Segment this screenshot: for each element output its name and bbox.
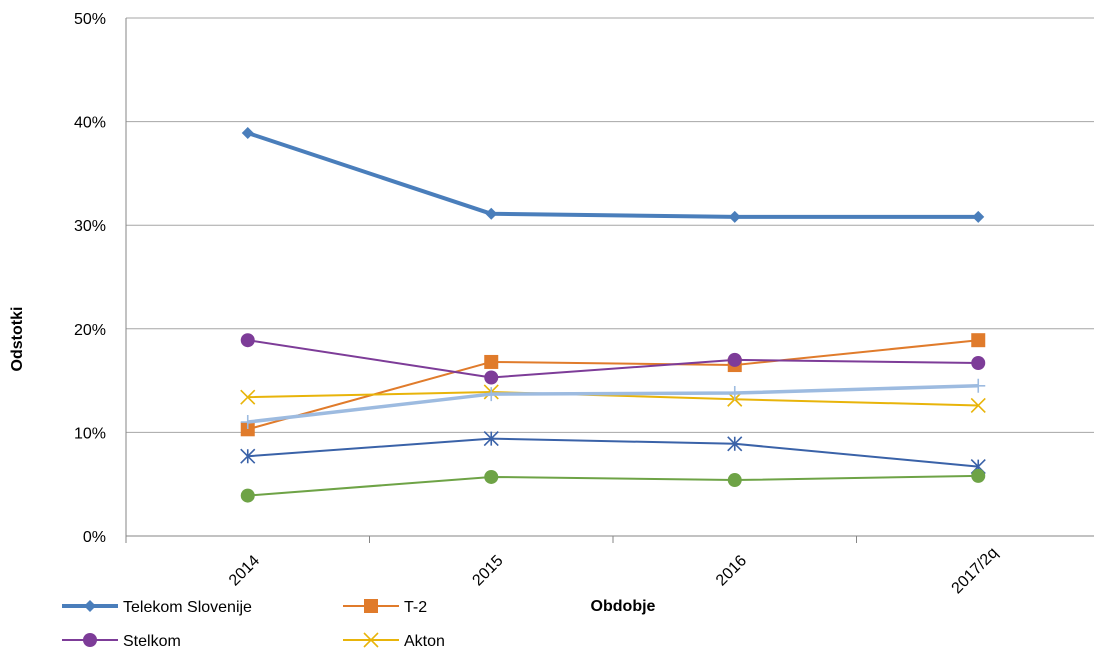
- x-tick-label: 2016: [713, 552, 750, 589]
- legend-label: T-2: [404, 599, 427, 616]
- series-akton: [240, 384, 986, 414]
- y-tick-label: 30%: [74, 218, 106, 235]
- legend-label: Stelkom: [123, 633, 181, 650]
- data-point: [971, 333, 986, 348]
- series-line: [247, 390, 979, 407]
- series-line: [247, 437, 979, 468]
- legend-label: Akton: [404, 633, 445, 650]
- legend-item: T-2: [343, 599, 427, 616]
- series-line: [247, 339, 979, 431]
- data-point: [240, 448, 256, 464]
- legend-item: Akton: [343, 632, 445, 650]
- data-point: [240, 488, 255, 503]
- series-line: [247, 339, 979, 379]
- data-point: [970, 397, 986, 414]
- legend-item: Telekom Slovenije: [62, 599, 252, 616]
- legend-marker: [83, 633, 97, 647]
- legend-marker: [84, 600, 96, 612]
- x-tick-label: 2015: [469, 552, 506, 589]
- data-point: [484, 387, 499, 402]
- data-point: [240, 422, 255, 437]
- legend: Telekom Slovenije T-2 Stelkom Akton: [62, 599, 445, 650]
- data-point: [483, 431, 499, 447]
- data-point: [971, 468, 986, 483]
- series-line: [247, 474, 979, 497]
- axes: 0% 10% 20% 30% 40% 50% 2014 2015 2016 2017/2q: [74, 11, 1094, 597]
- series-unlabeled-5: [240, 431, 986, 475]
- data-point: [727, 386, 742, 401]
- series-stelkom: [240, 333, 986, 385]
- data-point: [241, 126, 254, 139]
- x-tick-label: 2014: [226, 552, 263, 589]
- y-tick-label: 10%: [74, 425, 106, 442]
- data-point: [484, 469, 499, 484]
- series-t-2: [240, 333, 986, 437]
- y-tick-label: 0%: [83, 529, 106, 546]
- data-point: [728, 210, 741, 223]
- data-point: [240, 389, 256, 405]
- data-point: [971, 355, 986, 370]
- series-group: [240, 126, 986, 503]
- series-line: [247, 384, 979, 424]
- series-unlabeled-6: [240, 468, 986, 503]
- legend-label: Telekom Slovenije: [123, 599, 252, 616]
- legend-marker: [363, 632, 379, 648]
- data-point: [240, 415, 255, 430]
- data-point: [727, 473, 742, 488]
- y-axis-title: Odstotki: [9, 307, 26, 372]
- data-point: [972, 210, 985, 223]
- data-point: [971, 378, 986, 393]
- legend-item: Stelkom: [62, 633, 181, 650]
- series-line: [247, 131, 979, 219]
- data-point: [240, 333, 255, 348]
- series-unlabeled-4: [240, 378, 986, 430]
- data-point: [484, 370, 499, 385]
- data-point: [727, 436, 743, 452]
- data-point: [727, 352, 742, 367]
- data-point: [485, 207, 498, 220]
- data-point: [484, 354, 499, 369]
- y-tick-label: 40%: [74, 115, 106, 132]
- legend-marker: [364, 599, 378, 613]
- series-telekom-slovenije: [241, 126, 985, 223]
- gridlines: [126, 17, 1094, 433]
- x-axis-title: Obdobje: [591, 598, 656, 615]
- y-tick-label: 50%: [74, 11, 106, 28]
- x-tick-label: 2017/2q: [949, 544, 1002, 597]
- y-tick-label: 20%: [74, 322, 106, 339]
